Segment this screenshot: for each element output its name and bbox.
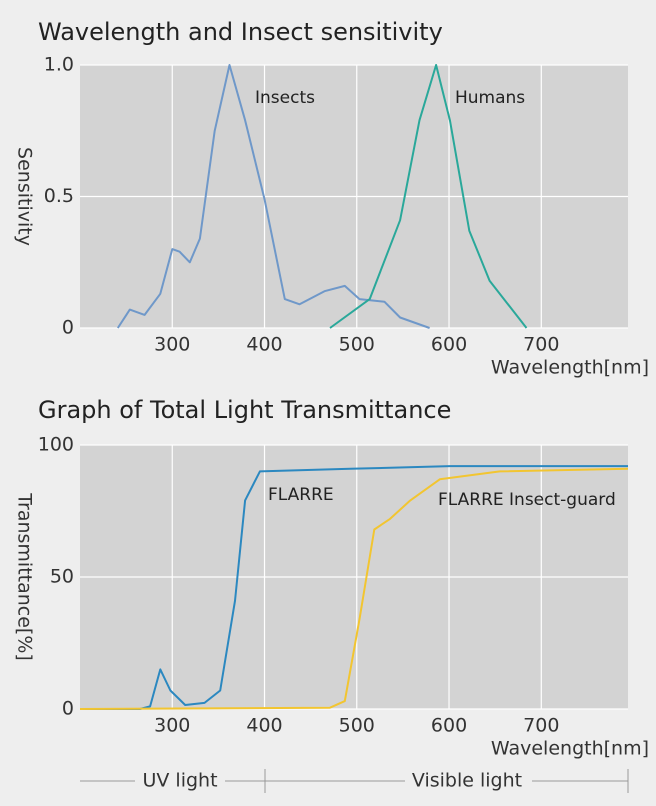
y-tick-label: 0 [62,698,74,720]
x-axis-label: Wavelength[nm] [491,357,649,379]
data-line [80,465,628,710]
series-label: FLARRE Insect-guard [438,490,616,510]
region-band [80,769,629,793]
x-tick-label: 300 [154,334,190,356]
x-tick-label: 600 [431,715,467,737]
data-line [329,64,528,329]
x-tick-label: 700 [523,715,559,737]
x-tick-label: 500 [339,715,375,737]
x-tick-label: 400 [246,715,282,737]
y-tick-label: 0 [62,317,74,339]
data-line [79,467,629,710]
y-tick-label: 50 [50,566,74,588]
y-tick-label: 1.0 [44,54,74,76]
x-tick-label: 700 [523,334,559,356]
series-label: Insects [255,88,315,108]
x-tick-label: 600 [431,334,467,356]
y-tick-label: 0.5 [44,185,74,207]
y-tick-label: 100 [38,434,74,456]
series-label: FLARRE [268,485,334,505]
x-tick-label: 300 [154,715,190,737]
y-axis-label: Transmittance[%] [14,492,36,661]
region-label: UV light [142,770,217,792]
x-axis-label: Wavelength[nm] [491,738,649,760]
x-tick-label: 500 [339,334,375,356]
chart-title: Graph of Total Light Transmittance [38,396,451,424]
chart-title: Wavelength and Insect sensitivity [38,18,443,46]
data-line [116,64,430,329]
x-tick-label: 400 [246,334,282,356]
series-label: Humans [455,88,525,108]
y-axis-label: Sensitivity [14,147,36,246]
region-label: Visible light [412,770,522,792]
